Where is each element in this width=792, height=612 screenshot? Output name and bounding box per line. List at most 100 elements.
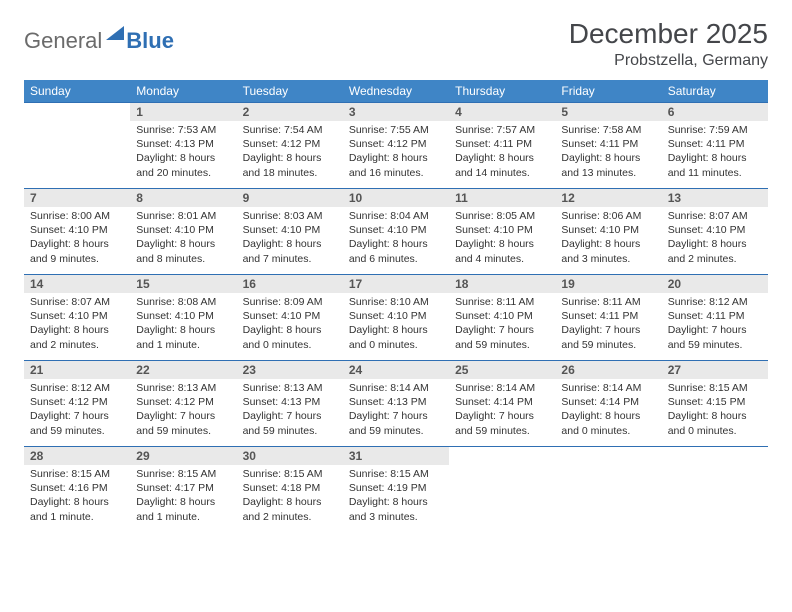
daylight-line2: and 59 minutes.	[668, 338, 762, 352]
calendar-day-cell: 12Sunrise: 8:06 AMSunset: 4:10 PMDayligh…	[555, 188, 661, 274]
logo: General Blue	[24, 26, 174, 55]
daylight-line1: Daylight: 8 hours	[243, 495, 337, 509]
calendar-day-cell: 15Sunrise: 8:08 AMSunset: 4:10 PMDayligh…	[130, 274, 236, 360]
sunset-text: Sunset: 4:12 PM	[243, 137, 337, 151]
weekday-header: Tuesday	[237, 80, 343, 102]
daylight-line1: Daylight: 7 hours	[455, 409, 549, 423]
calendar-day-cell: 30 Sunrise: 8:15 AMSunset: 4:18 PMDayligh…	[237, 446, 343, 532]
day-details: Sunrise: 8:07 AMSunset: 4:10 PMDaylight:…	[662, 207, 768, 270]
daylight-line1: Daylight: 8 hours	[136, 237, 230, 251]
calendar-header-row: SundayMondayTuesdayWednesdayThursdayFrid…	[24, 80, 768, 102]
sunrise-text: Sunrise: 7:57 AM	[455, 123, 549, 137]
daylight-line2: and 59 minutes.	[30, 424, 124, 438]
day-details: Sunrise: 8:12 AMSunset: 4:12 PMDaylight:…	[24, 379, 130, 442]
calendar-day-cell: 24Sunrise: 8:14 AMSunset: 4:13 PMDayligh…	[343, 360, 449, 446]
day-details: Sunrise: 8:01 AMSunset: 4:10 PMDaylight:…	[130, 207, 236, 270]
sunrise-text: Sunrise: 7:58 AM	[561, 123, 655, 137]
day-details: Sunrise: 8:00 AMSunset: 4:10 PMDaylight:…	[24, 207, 130, 270]
daylight-line2: and 14 minutes.	[455, 166, 549, 180]
daylight-line2: and 2 minutes.	[30, 338, 124, 352]
sunrise-text: Sunrise: 8:15 AM	[243, 467, 337, 481]
calendar-day-cell: 17Sunrise: 8:10 AMSunset: 4:10 PMDayligh…	[343, 274, 449, 360]
sunrise-text: Sunrise: 8:10 AM	[349, 295, 443, 309]
daylight-line2: and 0 minutes.	[668, 424, 762, 438]
day-number: 7	[24, 188, 130, 207]
day-number: 31	[343, 446, 449, 465]
daylight-line1: Daylight: 8 hours	[349, 495, 443, 509]
day-details: Sunrise: 8:13 AMSunset: 4:12 PMDaylight:…	[130, 379, 236, 442]
daylight-line2: and 59 minutes.	[455, 424, 549, 438]
daylight-line1: Daylight: 8 hours	[561, 409, 655, 423]
calendar-day-cell: 26Sunrise: 8:14 AMSunset: 4:14 PMDayligh…	[555, 360, 661, 446]
calendar-day-cell: 13Sunrise: 8:07 AMSunset: 4:10 PMDayligh…	[662, 188, 768, 274]
day-number: 4	[449, 102, 555, 121]
daylight-line2: and 6 minutes.	[349, 252, 443, 266]
weekday-header: Thursday	[449, 80, 555, 102]
daylight-line1: Daylight: 8 hours	[561, 151, 655, 165]
daylight-line2: and 2 minutes.	[668, 252, 762, 266]
daylight-line2: and 59 minutes.	[455, 338, 549, 352]
day-number: 16	[237, 274, 343, 293]
sunset-text: Sunset: 4:13 PM	[349, 395, 443, 409]
sunrise-text: Sunrise: 7:54 AM	[243, 123, 337, 137]
calendar-day-cell: 10Sunrise: 8:04 AMSunset: 4:10 PMDayligh…	[343, 188, 449, 274]
daylight-line2: and 16 minutes.	[349, 166, 443, 180]
day-number: 27	[662, 360, 768, 379]
sunset-text: Sunset: 4:10 PM	[349, 309, 443, 323]
day-number: 8	[130, 188, 236, 207]
day-number: 26	[555, 360, 661, 379]
daylight-line1: Daylight: 8 hours	[668, 237, 762, 251]
sunrise-text: Sunrise: 8:06 AM	[561, 209, 655, 223]
calendar-body: 1Sunrise: 7:53 AMSunset: 4:13 PMDaylight…	[24, 102, 768, 532]
weekday-header: Saturday	[662, 80, 768, 102]
day-number: 21	[24, 360, 130, 379]
calendar-day-cell: 20Sunrise: 8:12 AMSunset: 4:11 PMDayligh…	[662, 274, 768, 360]
sunrise-text: Sunrise: 8:14 AM	[561, 381, 655, 395]
sunset-text: Sunset: 4:13 PM	[243, 395, 337, 409]
day-number: 1	[130, 102, 236, 121]
sunset-text: Sunset: 4:15 PM	[668, 395, 762, 409]
day-details: Sunrise: 8:07 AMSunset: 4:10 PMDaylight:…	[24, 293, 130, 356]
daylight-line1: Daylight: 8 hours	[349, 151, 443, 165]
daylight-line1: Daylight: 8 hours	[30, 237, 124, 251]
sunset-text: Sunset: 4:10 PM	[136, 309, 230, 323]
day-details: Sunrise: 7:59 AMSunset: 4:11 PMDaylight:…	[662, 121, 768, 184]
daylight-line2: and 59 minutes.	[136, 424, 230, 438]
calendar-day-cell: 4Sunrise: 7:57 AMSunset: 4:11 PMDaylight…	[449, 102, 555, 188]
day-number: 19	[555, 274, 661, 293]
day-number: 12	[555, 188, 661, 207]
day-details: Sunrise: 8:11 AMSunset: 4:11 PMDaylight:…	[555, 293, 661, 356]
calendar-day-cell: 22Sunrise: 8:13 AMSunset: 4:12 PMDayligh…	[130, 360, 236, 446]
daylight-line2: and 1 minute.	[30, 510, 124, 524]
day-details: Sunrise: 7:54 AMSunset: 4:12 PMDaylight:…	[237, 121, 343, 184]
daylight-line2: and 3 minutes.	[349, 510, 443, 524]
title-block: December 2025 Probstzella, Germany	[569, 18, 768, 70]
calendar-day-cell: 7Sunrise: 8:00 AMSunset: 4:10 PMDaylight…	[24, 188, 130, 274]
calendar-day-cell	[24, 102, 130, 188]
sunrise-text: Sunrise: 7:55 AM	[349, 123, 443, 137]
sunrise-text: Sunrise: 8:11 AM	[455, 295, 549, 309]
calendar-week-row: 28Sunrise: 8:15 AMSunset: 4:16 PMDayligh…	[24, 446, 768, 532]
sunset-text: Sunset: 4:16 PM	[30, 481, 124, 495]
daylight-line1: Daylight: 8 hours	[136, 323, 230, 337]
calendar-day-cell: 1Sunrise: 7:53 AMSunset: 4:13 PMDaylight…	[130, 102, 236, 188]
sunset-text: Sunset: 4:18 PM	[243, 481, 337, 495]
sunset-text: Sunset: 4:12 PM	[349, 137, 443, 151]
sunrise-text: Sunrise: 8:08 AM	[136, 295, 230, 309]
day-details: Sunrise: 8:11 AMSunset: 4:10 PMDaylight:…	[449, 293, 555, 356]
day-number: 13	[662, 188, 768, 207]
calendar-day-cell: 5Sunrise: 7:58 AMSunset: 4:11 PMDaylight…	[555, 102, 661, 188]
sunset-text: Sunset: 4:10 PM	[243, 223, 337, 237]
daylight-line2: and 3 minutes.	[561, 252, 655, 266]
day-number: 30	[237, 446, 343, 465]
day-details: Sunrise: 8:06 AMSunset: 4:10 PMDaylight:…	[555, 207, 661, 270]
day-details: Sunrise: 7:57 AMSunset: 4:11 PMDaylight:…	[449, 121, 555, 184]
calendar-day-cell: 11Sunrise: 8:05 AMSunset: 4:10 PMDayligh…	[449, 188, 555, 274]
calendar-day-cell: 9Sunrise: 8:03 AMSunset: 4:10 PMDaylight…	[237, 188, 343, 274]
day-details: Sunrise: 8:12 AMSunset: 4:11 PMDaylight:…	[662, 293, 768, 356]
logo-text-blue: Blue	[126, 28, 174, 54]
daylight-line2: and 59 minutes.	[349, 424, 443, 438]
sunset-text: Sunset: 4:11 PM	[455, 137, 549, 151]
daylight-line1: Daylight: 8 hours	[243, 323, 337, 337]
calendar-day-cell: 29Sunrise: 8:15 AMSunset: 4:17 PMDayligh…	[130, 446, 236, 532]
